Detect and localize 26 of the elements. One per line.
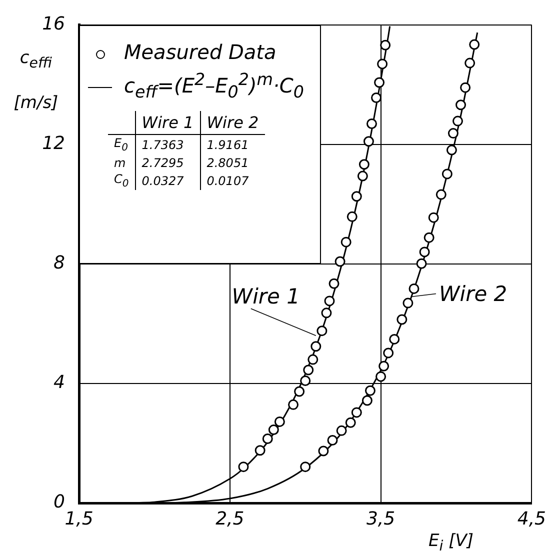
annotation: 2.7295	[135, 154, 200, 171]
y-tick-label: 16	[42, 13, 65, 34]
annotation: E$_{0}$	[113, 135, 129, 155]
annotation: 0.0107	[200, 170, 265, 190]
x-tick-label: 3,5	[366, 508, 396, 530]
x-axis-title: E$_{i}$ [V]	[428, 531, 474, 554]
text: c$_{eff}$=(E$^{2}$–E$_{0}$$^{2}$)$^{m}$·C$_{0}$	[124, 70, 304, 102]
x-tick-label: 4,5	[517, 508, 546, 530]
y-tick-label: 4	[54, 372, 65, 394]
legend-label: Measured Data	[124, 40, 276, 64]
annotation: 0.0327	[135, 170, 200, 190]
x-tick-label: 2,5	[216, 508, 244, 530]
x-tick-label: 1,5	[64, 508, 94, 530]
y-tick-label: 8	[54, 252, 65, 274]
y-tick-label: 12	[42, 133, 65, 154]
y-tick-label: 0	[54, 492, 65, 513]
annotation: Wire 1	[232, 284, 300, 309]
annotation: 2.8051	[200, 154, 265, 171]
annotation: 1.9161	[200, 134, 265, 155]
annotation: Wire 2	[438, 282, 508, 306]
text: c$_{effi}$ [m/s]	[14, 48, 58, 114]
annotation: 1.7363	[135, 134, 200, 155]
annotation: m	[113, 154, 127, 171]
annotation: Wire 1	[135, 111, 200, 135]
annotation: C$_{0}$	[113, 170, 130, 190]
annotation: Wire 2	[200, 111, 265, 135]
